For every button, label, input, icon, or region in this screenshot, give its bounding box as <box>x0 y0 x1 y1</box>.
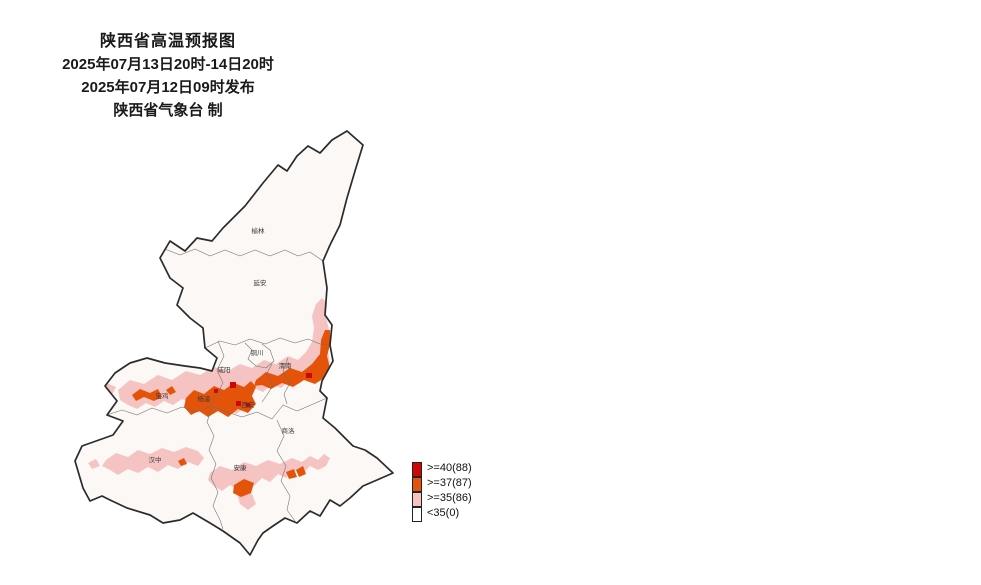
city-label-shangluo: 商洛 <box>282 426 296 435</box>
city-label-ankang: 安康 <box>234 463 248 472</box>
city-labels-left: 榆林 延安 铜川 咸阳 渭南 宝鸡 杨凌 西安 商洛 汉中 安康 <box>149 226 296 472</box>
map-title-line-3: 2025年07月12日10时发布 <box>946 76 981 99</box>
forecast-panel-left: 陕西省高温预报图 2025年07月13日20时-14日20时 2025年07月1… <box>0 0 490 585</box>
legend-item: >=40(88) <box>412 461 472 477</box>
legend-label-ge35: >=35(86) <box>427 492 472 504</box>
map-title-line-4: 陕西省气象台 制 <box>113 102 223 119</box>
map-title-left: 陕西省高温预报图 2025年07月13日20时-14日20时 2025年07月1… <box>8 30 328 122</box>
legend-swatch-lt35 <box>412 506 422 522</box>
legend-label-ge40: >=40(88) <box>427 462 472 474</box>
city-label-weinan: 渭南 <box>279 361 293 370</box>
map-title-line-1: 陕西省高温预报图 <box>946 30 981 53</box>
map-title-line-3: 2025年07月12日09时发布 <box>81 79 255 96</box>
map-title-right: 陕西省高温预报图 2025年07月14日20时-15日20时 2025年07月1… <box>946 30 981 122</box>
temperature-legend-left: >=40(88) >=37(87) >=35(86) <35(0) <box>412 461 472 522</box>
city-label-tongchuan: 铜川 <box>251 348 264 357</box>
city-label-yanan: 延安 <box>254 278 268 287</box>
map-title-line-4: 陕西省气象台 制 <box>946 99 981 122</box>
map-title-line-2: 2025年07月14日20时-15日20时 <box>946 53 981 76</box>
map-title-line-1: 陕西省高温预报图 <box>99 33 236 50</box>
map-title-line-2: 2025年07月13日20时-14日20时 <box>62 56 274 73</box>
legend-label-ge37: >=37(87) <box>427 477 472 489</box>
city-label-yangling: 杨凌 <box>198 394 212 403</box>
forecast-panel-right: 陕西省高温预报图 2025年07月14日20时-15日20时 2025年07月1… <box>470 0 960 585</box>
city-label-xian: 西安 <box>242 400 256 409</box>
city-label-hanzhong: 汉中 <box>149 455 162 464</box>
shaanxi-map-left: 榆林 延安 铜川 咸阳 渭南 宝鸡 杨凌 西安 商洛 汉中 安康 <box>74 130 394 556</box>
city-label-baoji: 宝鸡 <box>156 391 170 400</box>
city-label-xianyang: 咸阳 <box>218 365 231 374</box>
legend-item: <35(0) <box>412 506 472 522</box>
legend-item: >=37(87) <box>412 476 472 492</box>
legend-label-lt35: <35(0) <box>427 507 460 519</box>
legend-swatch-ge40 <box>412 461 422 477</box>
legend-item: >=35(86) <box>412 491 472 507</box>
legend-swatch-ge37 <box>412 476 422 492</box>
city-label-yulin: 榆林 <box>252 226 266 235</box>
legend-swatch-ge35 <box>412 491 422 507</box>
